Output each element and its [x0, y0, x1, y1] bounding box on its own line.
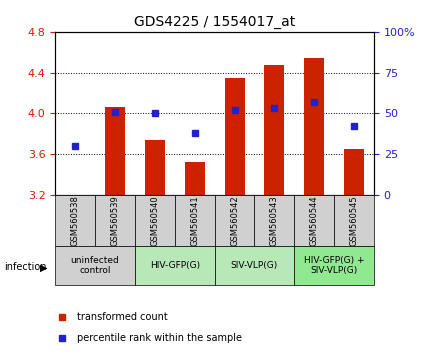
FancyBboxPatch shape [135, 195, 175, 246]
Text: uninfected
control: uninfected control [71, 256, 119, 275]
FancyBboxPatch shape [215, 195, 255, 246]
Text: GSM560544: GSM560544 [310, 195, 319, 246]
Text: HIV-GFP(G) +
SIV-VLP(G): HIV-GFP(G) + SIV-VLP(G) [304, 256, 364, 275]
FancyBboxPatch shape [255, 195, 294, 246]
Text: GSM560543: GSM560543 [270, 195, 279, 246]
Text: SIV-VLP(G): SIV-VLP(G) [231, 261, 278, 270]
Text: transformed count: transformed count [77, 312, 168, 322]
Text: infection: infection [4, 262, 47, 272]
FancyBboxPatch shape [294, 246, 374, 285]
Text: GSM560540: GSM560540 [150, 195, 159, 246]
Text: GSM560542: GSM560542 [230, 195, 239, 246]
Text: GSM560538: GSM560538 [71, 195, 79, 246]
FancyBboxPatch shape [135, 246, 215, 285]
Bar [264, 65, 284, 195]
FancyBboxPatch shape [95, 195, 135, 246]
Bar [304, 58, 324, 195]
Text: GSM560541: GSM560541 [190, 195, 199, 246]
Text: GSM560545: GSM560545 [350, 195, 359, 246]
Bar [145, 140, 165, 195]
Bar [65, 195, 85, 197]
Text: GSM560539: GSM560539 [110, 195, 119, 246]
Text: ▶: ▶ [40, 262, 48, 272]
FancyBboxPatch shape [294, 195, 334, 246]
FancyBboxPatch shape [55, 195, 95, 246]
FancyBboxPatch shape [55, 246, 135, 285]
Bar [344, 149, 364, 195]
Title: GDS4225 / 1554017_at: GDS4225 / 1554017_at [134, 16, 295, 29]
Bar [224, 78, 244, 195]
Text: percentile rank within the sample: percentile rank within the sample [77, 333, 242, 343]
Bar [105, 107, 125, 195]
FancyBboxPatch shape [175, 195, 215, 246]
FancyBboxPatch shape [215, 246, 294, 285]
Text: HIV-GFP(G): HIV-GFP(G) [150, 261, 200, 270]
FancyBboxPatch shape [334, 195, 374, 246]
Bar [185, 162, 205, 195]
